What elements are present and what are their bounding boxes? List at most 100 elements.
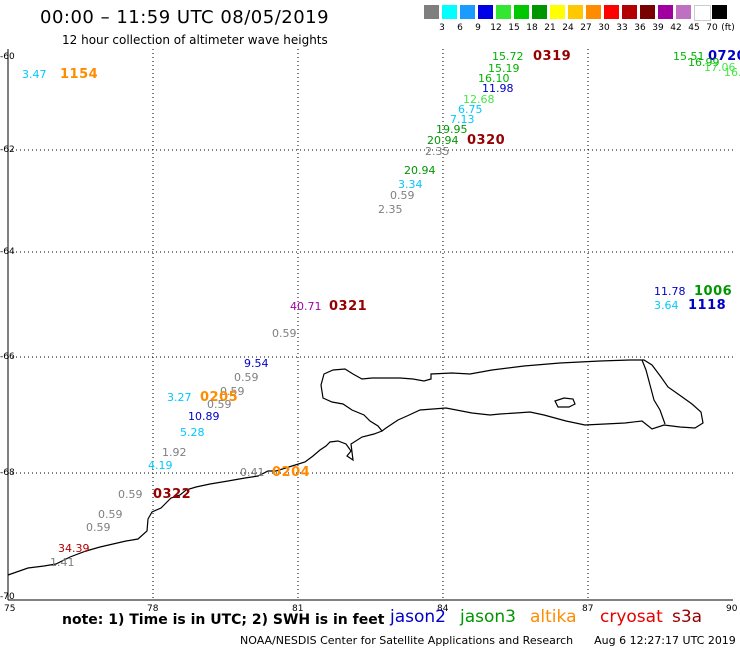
wave-height-label: 1.92 — [162, 446, 187, 459]
scale-tick: 21 — [544, 23, 556, 33]
wave-height-label: 3.27 — [167, 391, 192, 404]
scale-swatch — [658, 5, 673, 19]
scale-tick: 24 — [562, 23, 574, 33]
wave-height-label: 0.59 — [234, 371, 259, 384]
scale-swatch — [568, 5, 583, 19]
scale-tick: 27 — [580, 23, 592, 33]
wave-height-label: 1.41 — [50, 556, 75, 569]
scale-swatch — [442, 5, 457, 19]
wave-height-label: 0.59 — [98, 508, 123, 521]
scale-tick: 6 — [457, 23, 463, 33]
wave-height-label: 10.89 — [188, 410, 220, 423]
wave-height-label: 12.68 — [463, 93, 495, 106]
scale-tick: 45 — [688, 23, 700, 33]
credit-text: NOAA/NESDIS Center for Satellite Applica… — [240, 634, 574, 647]
scale-swatch — [676, 5, 691, 19]
lon-label: 84 — [437, 604, 449, 614]
wave-height-label: 3.47 — [22, 68, 47, 81]
wave-height-label: 20.94 — [404, 164, 436, 177]
wave-height-label: 11.78 — [654, 285, 686, 298]
pass-time-label: 0205 — [200, 390, 239, 405]
wave-height-label: 0.59 — [207, 398, 232, 411]
coast-spur — [641, 359, 666, 425]
wave-height-label: 11.98 — [482, 82, 514, 95]
scale-tick: 3 — [439, 23, 445, 33]
wave-height-label: 16.5 — [724, 66, 740, 79]
lat-label: -62 — [0, 145, 15, 155]
scale-swatch — [604, 5, 619, 19]
scale-swatch — [460, 5, 475, 19]
lon-label: 78 — [147, 604, 159, 614]
lat-label: -66 — [0, 352, 15, 362]
pass-time-label: 0320 — [467, 133, 506, 148]
wave-height-label: 3.64 — [654, 299, 679, 312]
wave-height-label: 40.71 — [290, 300, 322, 313]
legend-altika: altika — [530, 607, 577, 627]
coastline — [7, 359, 704, 576]
scale-swatch — [532, 5, 547, 19]
wave-height-label: 19.95 — [436, 123, 468, 136]
lat-label: -60 — [0, 52, 15, 62]
scale-tick: 42 — [670, 23, 682, 33]
scale-swatch — [640, 5, 655, 19]
wave-height-label: 4.19 — [148, 459, 173, 472]
footer-note: note: 1) Time is in UTC; 2) SWH is in fe… — [62, 612, 385, 628]
scale-swatch — [694, 5, 711, 21]
pass-time-label: 1118 — [688, 298, 727, 313]
wave-height-label: 0.59 — [220, 385, 245, 398]
scale-tick: 36 — [634, 23, 646, 33]
scale-swatch — [496, 5, 511, 19]
scale-tick: 18 — [526, 23, 538, 33]
legend-s3a: s3a — [672, 607, 703, 627]
pass-time-label: 1154 — [60, 67, 99, 82]
page-title: 00:00 – 11:59 UTC 08/05/2019 — [40, 7, 330, 28]
wave-height-label: 20.94 — [427, 134, 459, 147]
pass-time-label: 0321 — [329, 299, 368, 314]
pass-time-label: 1006 — [694, 284, 733, 299]
lon-label: 90 — [726, 604, 738, 614]
scale-tick: 9 — [475, 23, 481, 33]
scale-swatch — [712, 5, 727, 19]
wave-height-label: 5.28 — [180, 426, 205, 439]
scale-swatch — [586, 5, 601, 19]
wave-height-label: 16.10 — [478, 72, 510, 85]
generated-timestamp: Aug 6 12:27:17 UTC 2019 — [594, 634, 736, 647]
lon-label: 81 — [292, 604, 304, 614]
wave-height-label: 2.35 — [378, 203, 403, 216]
wave-height-label: 0.59 — [86, 521, 111, 534]
lat-label: -68 — [0, 468, 15, 478]
scale-swatch — [550, 5, 565, 19]
scale-tick: 33 — [616, 23, 628, 33]
legend-cryosat: cryosat — [600, 607, 663, 627]
scale-swatch — [622, 5, 637, 19]
scale-swatch — [514, 5, 529, 19]
pass-time-label: 0319 — [533, 49, 572, 64]
lat-label: -64 — [0, 247, 15, 257]
wave-height-label: 2.35 — [425, 145, 450, 158]
credit-line: NOAA/NESDIS Center for Satellite Applica… — [240, 634, 736, 647]
lat-label: -70 — [0, 592, 15, 602]
island — [554, 397, 576, 408]
page-subtitle: 12 hour collection of altimeter wave hei… — [62, 33, 328, 47]
legend-jason2: jason2 — [390, 607, 446, 627]
wave-height-label: 34.39 — [58, 542, 90, 555]
scale-tick: 15 — [508, 23, 520, 33]
scale-tick: 30 — [598, 23, 610, 33]
legend-jason3: jason3 — [460, 607, 516, 627]
wave-height-label: 16.99 — [688, 56, 720, 69]
scale-tick: 39 — [652, 23, 664, 33]
lon-label: 87 — [582, 604, 594, 614]
wave-height-label: 15.72 — [492, 50, 524, 63]
scale-tick: 12 — [490, 23, 502, 33]
wave-height-label: 17.06 — [704, 61, 736, 74]
wave-height-label: 6.75 — [458, 103, 483, 116]
wave-height-label: 15.51 — [673, 50, 705, 63]
scale-swatch — [424, 5, 439, 19]
wave-height-label: 15.19 — [488, 62, 520, 75]
wave-height-label: 3.34 — [398, 178, 423, 191]
pass-time-label: 0204 — [272, 465, 311, 480]
wave-height-label: 7.13 — [450, 113, 475, 126]
wave-height-label: 0.59 — [118, 488, 143, 501]
wave-height-label: 0.41 — [240, 466, 265, 479]
gridlines — [8, 49, 733, 600]
